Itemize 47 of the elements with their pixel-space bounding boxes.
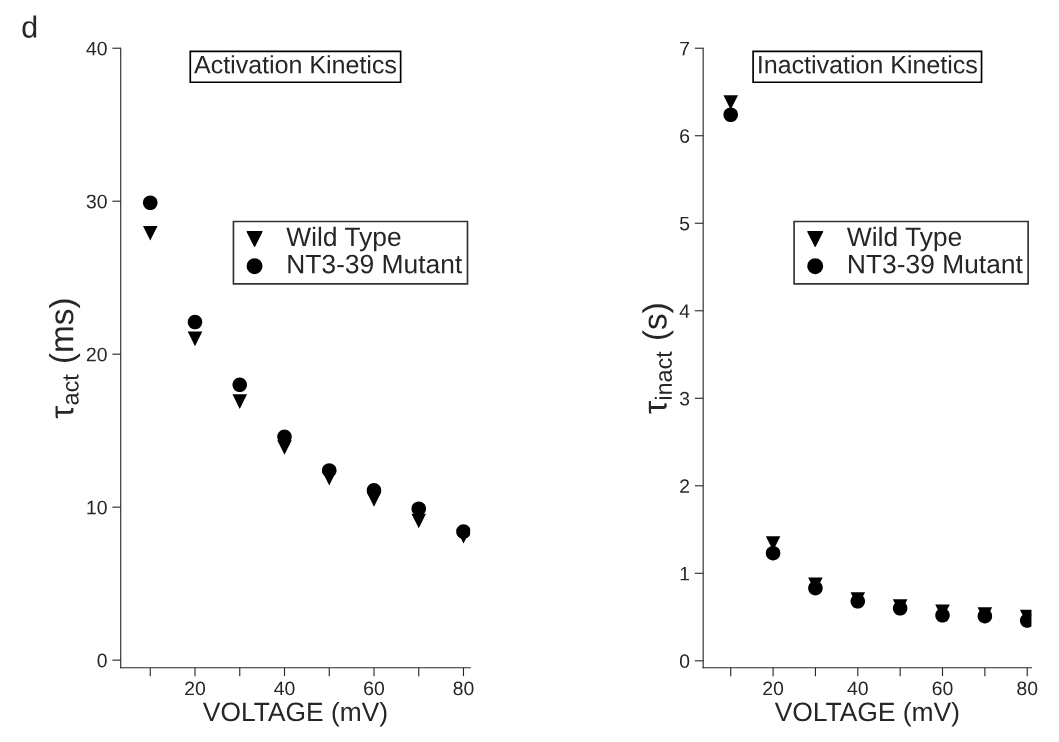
point — [232, 377, 248, 393]
x-axis-title: VOLTAGE (mV) — [774, 701, 959, 727]
y-tick-label: 3 — [679, 391, 690, 406]
y-tick-label: 10 — [87, 500, 107, 515]
point — [366, 483, 382, 498]
y-tick-label: 20 — [86, 347, 107, 362]
legend-label: Wild Type — [846, 226, 962, 252]
y-tick-label: 40 — [86, 41, 107, 56]
point — [142, 226, 158, 241]
x-tick-label: 60 — [364, 681, 385, 696]
y-tick-label: 7 — [680, 41, 690, 56]
point — [723, 95, 738, 110]
y-tick-label: 30 — [86, 194, 107, 209]
y-tick-label: 5 — [679, 216, 690, 231]
legend-label: NT3-39 Mutant — [288, 254, 463, 274]
point — [765, 545, 781, 561]
y-tick-label: 0 — [679, 654, 690, 669]
point — [142, 195, 158, 211]
point — [321, 463, 337, 478]
legend-label: Wild Type — [286, 226, 401, 252]
y-tick-label: 0 — [97, 653, 107, 668]
y-axis-title: τ$_{inact}$ (s) — [642, 304, 674, 414]
x-tick-label: 80 — [453, 681, 474, 696]
y-tick-label: 4 — [679, 304, 690, 318]
y-tick-label: 2 — [680, 479, 690, 493]
text: d — [22, 15, 37, 38]
x-tick-label: 80 — [1017, 681, 1038, 696]
y-tick-label: 6 — [680, 129, 690, 143]
y-axis-title: τ$_{act}$ (ms) — [49, 299, 81, 419]
point — [232, 394, 248, 409]
x-tick-label: 20 — [185, 681, 206, 696]
x-tick-label: 20 — [763, 681, 784, 696]
y-tick-label: 1 — [680, 566, 690, 581]
chart-title: Activation Kinetics — [194, 55, 396, 74]
chart-title: Inactivation Kinetics — [759, 55, 977, 74]
point — [187, 331, 203, 347]
point — [411, 501, 427, 516]
point — [935, 608, 950, 623]
x-tick-label: 60 — [932, 681, 953, 696]
point — [456, 524, 471, 539]
legend-label: NT3-39 Mutant — [849, 254, 1023, 274]
point — [723, 107, 738, 123]
point — [187, 314, 203, 330]
x-tick-label: 40 — [847, 681, 868, 696]
x-tick-label: 40 — [274, 681, 295, 696]
x-axis-title: VOLTAGE (mV) — [202, 701, 387, 727]
point — [808, 580, 823, 596]
